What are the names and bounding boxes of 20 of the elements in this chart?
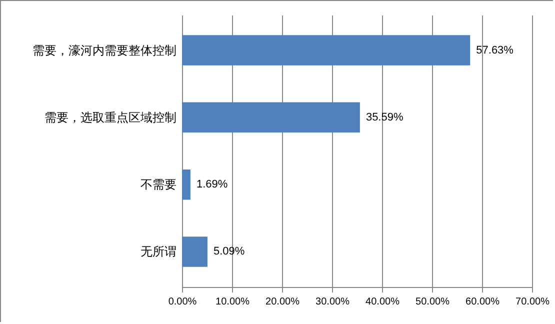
x-tick-label: 70.00%: [516, 296, 550, 308]
x-tick-label: 50.00%: [416, 296, 450, 308]
bar: [182, 35, 470, 66]
x-tick-label: 20.00%: [266, 296, 300, 308]
x-tick-label: 40.00%: [366, 296, 400, 308]
y-tick-label: 需要，选取重点区域控制: [44, 110, 176, 124]
data-label: 5.09%: [213, 246, 245, 258]
x-tick-label: 30.00%: [316, 296, 350, 308]
bar: [182, 102, 360, 133]
data-label: 57.63%: [476, 44, 514, 56]
bar: [182, 169, 190, 200]
y-tick-label: 不需要: [140, 178, 176, 192]
y-tick-label: 需要，濠河内需要整体控制: [32, 43, 176, 58]
x-tick-label: 10.00%: [216, 296, 250, 308]
bar: [182, 236, 208, 267]
data-label: 1.69%: [196, 178, 228, 191]
y-tick-label: 无所谓: [140, 244, 176, 259]
data-label: 35.59%: [366, 111, 404, 124]
x-tick-label: 0.00%: [168, 296, 197, 308]
x-tick-label: 60.00%: [466, 296, 500, 308]
